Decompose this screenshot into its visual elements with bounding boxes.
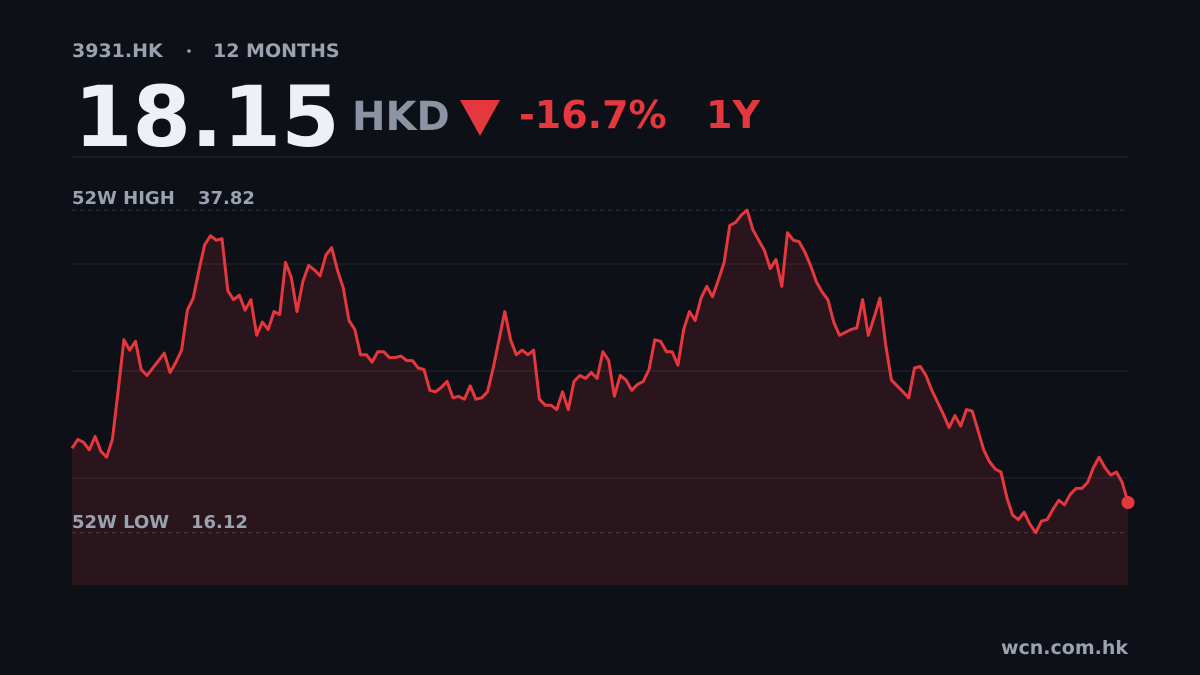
period: 12 MONTHS [213,40,340,62]
high-label: 52W HIGH [72,188,175,209]
separator-dot [187,49,191,53]
change: -16.7% [519,93,667,137]
last-point [1121,496,1135,510]
change-arrow [460,100,500,136]
low-value: 16.12 [191,512,248,533]
low-label: 52W LOW [72,512,169,533]
currency: HKD [352,94,450,140]
area-fill [72,210,1128,585]
price-line [70,208,1130,535]
ticker: 3931.HK [72,40,164,62]
high-value: 37.82 [198,188,255,209]
range: 1Y [706,93,760,137]
price: 18.15 [74,68,340,166]
source: wcn.com.hk [1001,637,1128,659]
